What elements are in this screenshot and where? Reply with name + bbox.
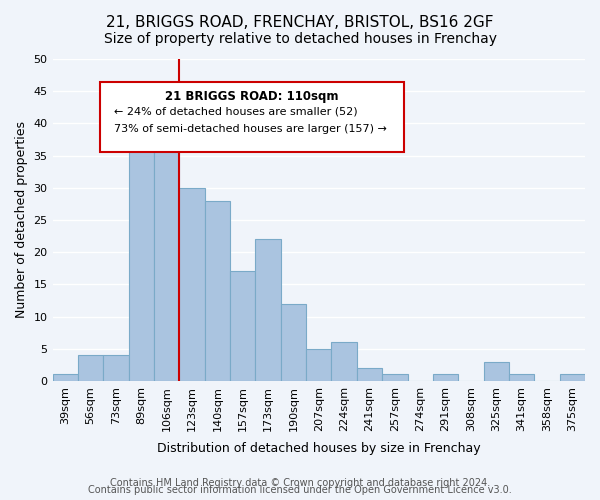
Y-axis label: Number of detached properties: Number of detached properties xyxy=(15,122,28,318)
Text: 21, BRIGGS ROAD, FRENCHAY, BRISTOL, BS16 2GF: 21, BRIGGS ROAD, FRENCHAY, BRISTOL, BS16… xyxy=(106,15,494,30)
Bar xyxy=(53,374,78,381)
Bar xyxy=(128,117,154,381)
Bar xyxy=(78,355,103,381)
Bar xyxy=(382,374,407,381)
Text: 21 BRIGGS ROAD: 110sqm: 21 BRIGGS ROAD: 110sqm xyxy=(166,90,339,102)
Bar xyxy=(331,342,357,381)
Bar xyxy=(357,368,382,381)
FancyBboxPatch shape xyxy=(100,82,404,152)
Bar xyxy=(205,200,230,381)
Bar xyxy=(560,374,585,381)
Bar xyxy=(484,362,509,381)
Text: Contains HM Land Registry data © Crown copyright and database right 2024.: Contains HM Land Registry data © Crown c… xyxy=(110,478,490,488)
Text: Contains public sector information licensed under the Open Government Licence v3: Contains public sector information licen… xyxy=(88,485,512,495)
Bar xyxy=(103,355,128,381)
Text: Size of property relative to detached houses in Frenchay: Size of property relative to detached ho… xyxy=(104,32,497,46)
Bar xyxy=(306,348,331,381)
Bar xyxy=(433,374,458,381)
Text: ← 24% of detached houses are smaller (52): ← 24% of detached houses are smaller (52… xyxy=(114,106,358,117)
Bar xyxy=(179,188,205,381)
Bar xyxy=(281,304,306,381)
Bar xyxy=(509,374,534,381)
Bar xyxy=(154,136,179,381)
Bar xyxy=(256,240,281,381)
Text: 73% of semi-detached houses are larger (157) →: 73% of semi-detached houses are larger (… xyxy=(114,124,386,134)
X-axis label: Distribution of detached houses by size in Frenchay: Distribution of detached houses by size … xyxy=(157,442,481,455)
Bar xyxy=(230,272,256,381)
